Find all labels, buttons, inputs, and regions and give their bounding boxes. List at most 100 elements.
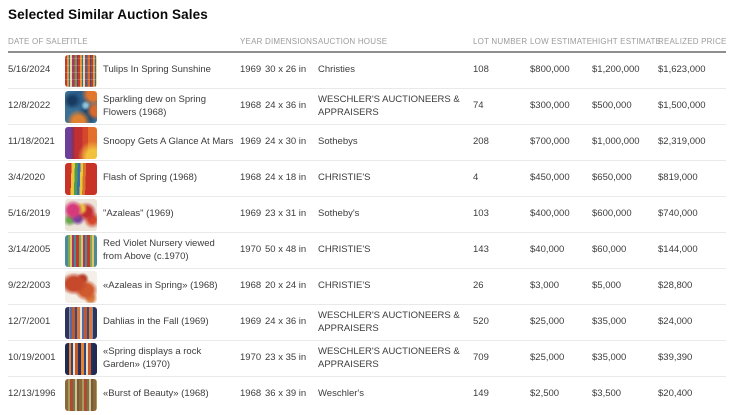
table-row: 10/19/2001 «Spring displays a rock Garde…	[8, 341, 726, 377]
column-header-title: TITLE	[65, 37, 88, 46]
date-of-sale-cell: 11/18/2021	[8, 136, 55, 148]
title-cell: Sparkling dew on Spring Flowers (1968)	[65, 90, 240, 123]
hight-estimate-cell: $1,200,000	[592, 64, 640, 76]
artwork-title: Tulips In Spring Sunshine	[103, 64, 211, 76]
artwork-thumbnail-image	[65, 270, 97, 303]
auction-house-cell: WESCHLER'S AUCTIONEERS & APPRAISERS	[318, 94, 460, 118]
auction-house-cell: Weschler's	[318, 388, 364, 400]
date-of-sale-cell: 12/7/2001	[8, 316, 51, 328]
title-cell: «Azaleas in Spring» (1968)	[65, 270, 240, 303]
artwork-thumbnail-image	[65, 378, 97, 411]
artwork-title: Flash of Spring (1968)	[103, 172, 197, 184]
low-estimate-cell: $25,000	[530, 316, 565, 328]
page-title: Selected Similar Auction Sales	[8, 7, 208, 22]
dimensions-cell: 23 x 31 in	[265, 208, 307, 220]
year-cell: 1969	[240, 208, 262, 220]
date-of-sale-cell: 5/16/2019	[8, 208, 51, 220]
dimensions-cell: 36 x 39 in	[265, 388, 307, 400]
lot-number-cell: 74	[473, 100, 484, 112]
table-row: 9/22/2003 «Azaleas in Spring» (1968) 196…	[8, 269, 726, 305]
auction-house-cell: CHRISTIE'S	[318, 244, 371, 256]
realized-price-cell: $1,500,000	[658, 100, 706, 112]
realized-price-cell: $740,000	[658, 208, 698, 220]
lot-number-cell: 149	[473, 388, 489, 400]
artwork-thumbnail-image	[65, 54, 97, 87]
year-cell: 1969	[240, 136, 262, 148]
title-cell: Red Violet Nursery viewed from Above (c.…	[65, 234, 240, 267]
dimensions-cell: 50 x 48 in	[265, 244, 307, 256]
artwork-title: "Azaleas" (1969)	[103, 208, 174, 220]
table-row: 12/8/2022 Sparkling dew on Spring Flower…	[8, 89, 726, 125]
low-estimate-cell: $450,000	[530, 172, 570, 184]
date-of-sale-cell: 12/13/1996	[8, 388, 56, 400]
column-header-date-of-sale: DATE OF SALE	[8, 37, 68, 46]
year-cell: 1970	[240, 244, 262, 256]
dimensions-cell: 24 x 30 in	[265, 136, 307, 148]
realized-price-cell: $39,390	[658, 352, 693, 364]
low-estimate-cell: $3,000	[530, 280, 560, 292]
dimensions-cell: 30 x 26 in	[265, 64, 307, 76]
artwork-title: Dahlias in the Fall (1969)	[103, 316, 209, 328]
table-row: 5/16/2024 Tulips In Spring Sunshine 1969…	[8, 53, 726, 89]
title-cell: Flash of Spring (1968)	[65, 162, 240, 195]
hight-estimate-cell: $5,000	[592, 280, 622, 292]
artwork-thumbnail-image	[65, 198, 97, 231]
auction-house-cell: Christies	[318, 64, 355, 76]
dimensions-cell: 23 x 35 in	[265, 352, 307, 364]
date-of-sale-cell: 9/22/2003	[8, 280, 51, 292]
auction-house-cell: CHRISTIE'S	[318, 172, 371, 184]
lot-number-cell: 103	[473, 208, 489, 220]
date-of-sale-cell: 3/14/2005	[8, 244, 51, 256]
artwork-thumbnail-image	[65, 90, 97, 123]
lot-number-cell: 143	[473, 244, 489, 256]
artwork-thumbnail-image	[65, 306, 97, 339]
title-cell: Dahlias in the Fall (1969)	[65, 306, 240, 339]
table-row: 5/16/2019 "Azaleas" (1969) 1969 23 x 31 …	[8, 197, 726, 233]
realized-price-cell: $24,000	[658, 316, 693, 328]
dimensions-cell: 24 x 36 in	[265, 100, 307, 112]
realized-price-cell: $28,800	[658, 280, 693, 292]
artwork-thumbnail-image	[65, 162, 97, 195]
low-estimate-cell: $700,000	[530, 136, 570, 148]
column-header-year: YEAR	[240, 37, 263, 46]
year-cell: 1968	[240, 388, 262, 400]
artwork-title: Snoopy Gets A Glance At Mars	[103, 136, 234, 148]
column-header-auction-house: AUCTION HOUSE	[318, 37, 388, 46]
date-of-sale-cell: 5/16/2024	[8, 64, 51, 76]
year-cell: 1968	[240, 280, 262, 292]
year-cell: 1969	[240, 316, 262, 328]
lot-number-cell: 26	[473, 280, 484, 292]
auction-house-cell: WESCHLER'S AUCTIONEERS & APPRAISERS	[318, 346, 460, 370]
artwork-title: «Azaleas in Spring» (1968)	[103, 280, 218, 292]
hight-estimate-cell: $650,000	[592, 172, 632, 184]
lot-number-cell: 108	[473, 64, 489, 76]
hight-estimate-cell: $600,000	[592, 208, 632, 220]
hight-estimate-cell: $35,000	[592, 352, 627, 364]
year-cell: 1968	[240, 100, 262, 112]
hight-estimate-cell: $3,500	[592, 388, 622, 400]
lot-number-cell: 520	[473, 316, 489, 328]
realized-price-cell: $144,000	[658, 244, 698, 256]
auction-house-cell: Sotheby's	[318, 208, 360, 220]
title-cell: "Azaleas" (1969)	[65, 198, 240, 231]
table-row: 12/7/2001 Dahlias in the Fall (1969) 196…	[8, 305, 726, 341]
artwork-thumbnail-image	[65, 126, 97, 159]
auction-house-cell: WESCHLER'S AUCTIONEERS & APPRAISERS	[318, 310, 460, 334]
realized-price-cell: $819,000	[658, 172, 698, 184]
low-estimate-cell: $25,000	[530, 352, 565, 364]
dimensions-cell: 24 x 18 in	[265, 172, 307, 184]
column-header-lot-number: LOT NUMBER	[473, 37, 528, 46]
title-cell: «Burst of Beauty» (1968)	[65, 378, 240, 411]
realized-price-cell: $2,319,000	[658, 136, 706, 148]
title-cell: Snoopy Gets A Glance At Mars	[65, 126, 240, 159]
column-header-realized-price: REALIZED PRICE	[658, 37, 727, 46]
auction-house-cell: CHRISTIE'S	[318, 280, 371, 292]
table-header-row: DATE OF SALE TITLE YEAR DIMENSIONS AUCTI…	[8, 37, 726, 53]
lot-number-cell: 4	[473, 172, 479, 184]
column-header-dimensions: DIMENSIONS	[265, 37, 318, 46]
low-estimate-cell: $40,000	[530, 244, 565, 256]
table-row: 11/18/2021 Snoopy Gets A Glance At Mars …	[8, 125, 726, 161]
artwork-title: Sparkling dew on Spring Flowers (1968)	[103, 94, 206, 118]
year-cell: 1969	[240, 64, 262, 76]
auction-house-cell: Sothebys	[318, 136, 358, 148]
